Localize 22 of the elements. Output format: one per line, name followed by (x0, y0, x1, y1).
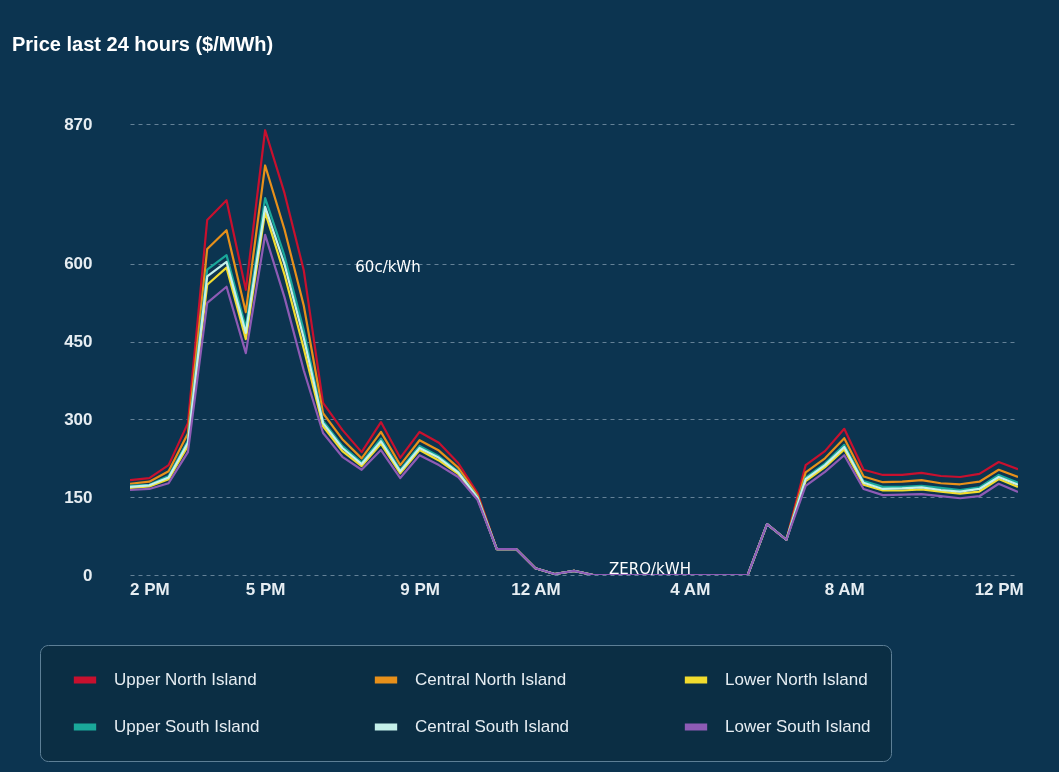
y-tick-label: 450 (64, 332, 93, 352)
y-tick-label: 600 (64, 254, 93, 274)
legend-label: Upper North Island (114, 670, 257, 689)
y-tick-label: 300 (64, 409, 93, 429)
y-tick-label: 0 (83, 565, 93, 585)
annotation: ZERO/kWH (609, 560, 691, 578)
x-tick-label: 12 AM (511, 579, 561, 599)
x-tick-label: 2 PM (129, 579, 170, 599)
x-tick-label: 5 PM (245, 579, 286, 599)
legend-label: Central North Island (415, 670, 567, 689)
y-tick-label: 870 (64, 114, 93, 134)
chart-title: Price last 24 hours ($/MWh) (12, 33, 274, 55)
legend-label: Central South Island (415, 717, 570, 736)
y-tick-label: 150 (64, 487, 93, 507)
x-tick-label: 9 PM (400, 579, 440, 599)
legend-label: Lower North Island (725, 670, 868, 689)
legend-label: Lower South Island (725, 717, 871, 736)
x-tick-label: 8 AM (824, 579, 865, 599)
annotation: 60c/kWh (355, 258, 421, 276)
x-tick-label: 12 PM (974, 579, 1024, 599)
x-tick-label: 4 AM (670, 579, 711, 599)
legend-label: Upper South Island (114, 717, 260, 736)
